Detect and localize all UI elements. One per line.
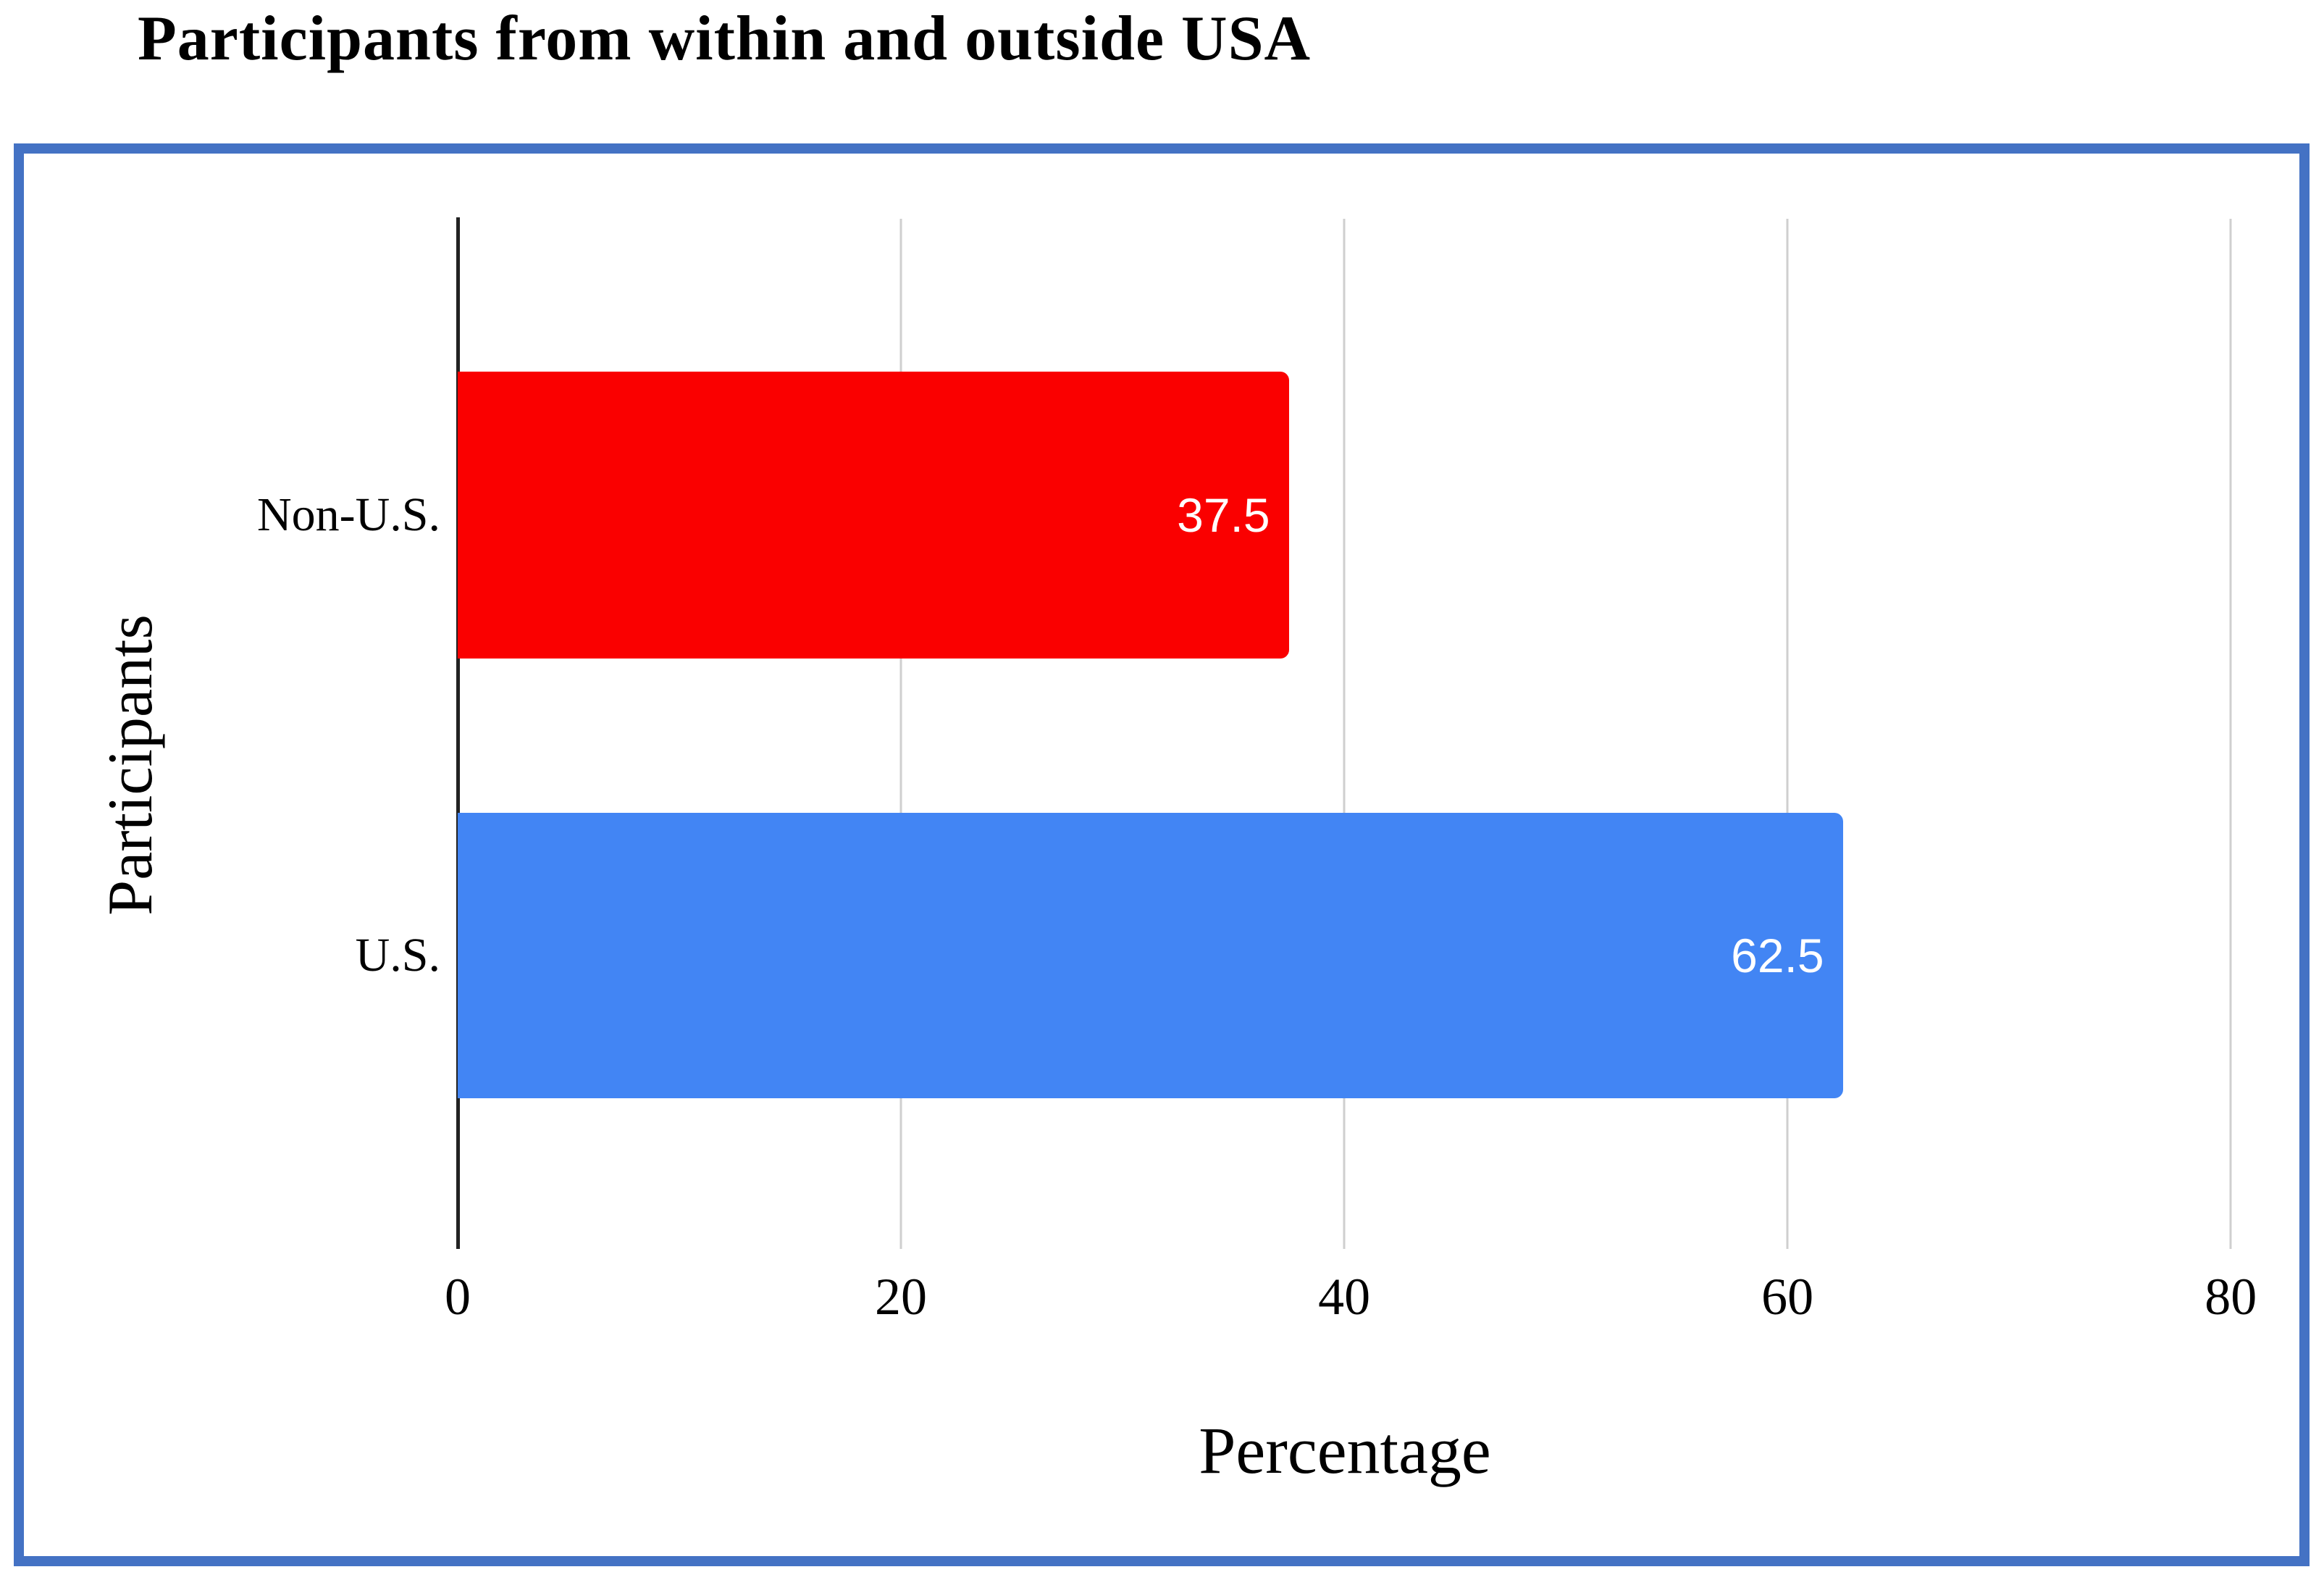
x-tick-label-60: 60 xyxy=(1761,1268,1814,1326)
bar-value-label: 37.5 xyxy=(1177,488,1270,542)
gridline-60 xyxy=(1786,219,1789,1249)
gridline-20 xyxy=(899,219,902,1249)
gridline-40 xyxy=(1343,219,1346,1249)
category-label-0: Non-U.S. xyxy=(256,488,440,541)
chart-frame xyxy=(14,143,2310,1566)
bar-value-label: 62.5 xyxy=(1731,929,1824,982)
x-tick-label-0: 0 xyxy=(445,1268,471,1326)
plot-area: 37.5 62.5 Non-U.S. U.S. 0 20 40 60 80 xyxy=(257,217,2297,1323)
x-tick-label-40: 40 xyxy=(1318,1268,1371,1326)
x-tick-label-20: 20 xyxy=(875,1268,928,1326)
x-tick-label-80: 80 xyxy=(2205,1268,2257,1326)
y-axis-title: Participants xyxy=(96,614,166,916)
gridline-80 xyxy=(2229,219,2232,1249)
bar-u-s: 62.5 xyxy=(458,813,1843,1098)
y-axis-line xyxy=(456,217,460,1249)
chart-title: Participants from within and outside USA xyxy=(138,4,1312,74)
bar-non-u-s: 37.5 xyxy=(458,372,1289,659)
x-axis-title: Percentage xyxy=(1199,1413,1491,1487)
category-label-1: U.S. xyxy=(355,929,440,982)
